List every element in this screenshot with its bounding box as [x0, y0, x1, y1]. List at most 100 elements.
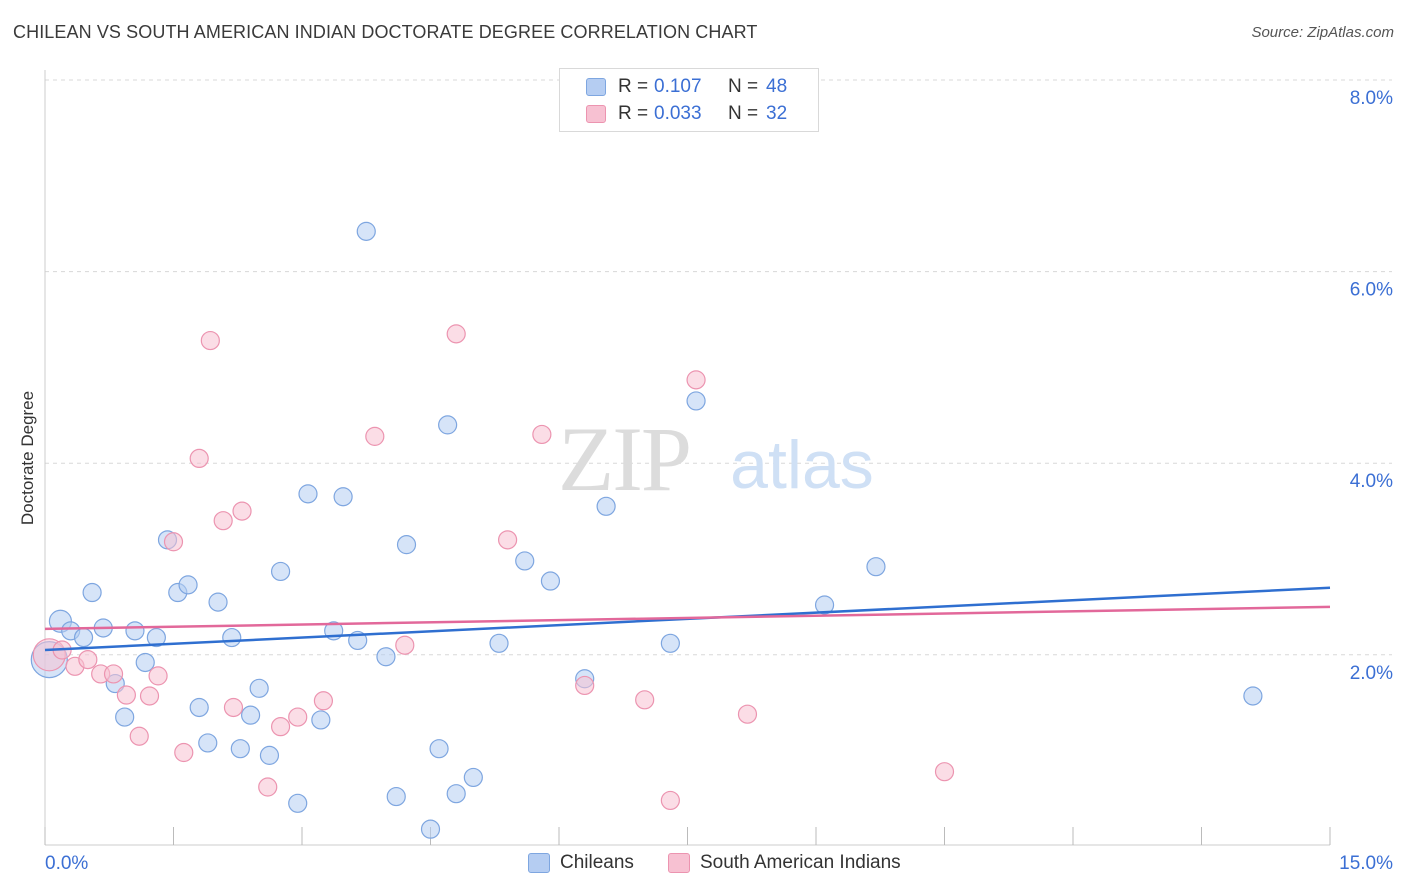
south-american-indians-point: [934, 762, 955, 782]
chileans-point: [249, 678, 269, 698]
south-american-indians-point: [532, 424, 552, 445]
chileans-point: [540, 571, 561, 591]
legend-swatch-blue: [528, 853, 550, 873]
chileans-point: [146, 627, 166, 648]
chileans-point: [178, 575, 198, 595]
chileans-point: [222, 627, 242, 648]
chileans-point: [376, 647, 396, 667]
south-american-indians-point: [313, 691, 334, 711]
south-american-indians-point: [116, 685, 136, 705]
legend-n-label: N =: [728, 103, 759, 124]
chileans-point: [463, 767, 483, 788]
gridlines: [45, 79, 1392, 656]
south-american-indians-point: [129, 726, 149, 746]
chileans-point: [596, 496, 616, 516]
south-american-indians-point: [575, 675, 595, 696]
chileans-point: [814, 595, 835, 615]
chileans-point: [686, 391, 706, 411]
trend-lines: [44, 586, 1331, 652]
chileans-point: [125, 621, 145, 641]
south-american-indians-point: [174, 742, 194, 763]
legend-n-label: N =: [728, 76, 759, 97]
south-american-indians-point: [660, 790, 680, 811]
chileans-point: [386, 786, 406, 807]
legend-label-chileans: Chileans: [560, 852, 634, 873]
chart-title: CHILEAN VS SOUTH AMERICAN INDIAN DOCTORA…: [13, 22, 758, 42]
series-legend: Chileans South American Indians: [0, 852, 1406, 878]
chileans-point: [135, 652, 155, 673]
chileans-point: [660, 633, 680, 653]
chileans-point: [396, 535, 417, 555]
chileans-point: [420, 819, 441, 839]
chileans-point: [259, 745, 280, 765]
x-tick-label-min: 0.0%: [45, 853, 88, 874]
source-label: Source: ZipAtlas.com: [1251, 24, 1394, 41]
chileans-point: [429, 739, 449, 759]
chileans-point: [333, 487, 353, 507]
stats-legend: R = 0.107 N = 48 R = 0.033 N = 32: [559, 68, 819, 132]
legend-label-south-american-indians: South American Indians: [700, 852, 901, 873]
chileans-point: [241, 705, 261, 725]
legend-r-label: R =: [618, 76, 649, 97]
south-american-indians-point: [103, 664, 124, 684]
chileans-point: [438, 415, 458, 435]
south-american-indians-point: [395, 635, 415, 655]
watermark-atlas: atlas: [730, 427, 874, 503]
chileans-point: [489, 633, 509, 653]
legend-r-value: 0.107: [654, 76, 702, 97]
legend-n-value: 32: [766, 103, 788, 124]
south-american-indians-point: [635, 690, 655, 710]
legend-r-label: R =: [618, 103, 649, 124]
chileans-point: [311, 710, 331, 730]
south-american-indians-point: [200, 330, 220, 351]
chileans-point: [288, 793, 308, 813]
south-american-indians-point: [139, 686, 160, 706]
south-american-indians-point: [365, 426, 385, 446]
chileans-point: [356, 221, 376, 241]
chileans-point: [1243, 686, 1263, 706]
chileans-point: [446, 784, 466, 804]
south-american-indians-trend-line: [44, 605, 1331, 631]
tick-labels: 2.0% 4.0% 6.0% 8.0% 0.0% 15.0%: [45, 88, 1393, 874]
chileans-point: [515, 551, 535, 571]
south-american-indians-point: [223, 697, 244, 718]
south-american-indians-point: [148, 666, 168, 686]
legend-swatch-pink: [586, 105, 606, 123]
chileans-point: [866, 557, 886, 577]
watermark-zip: ZIP: [558, 408, 690, 510]
chileans-point: [82, 582, 102, 603]
legend-item-chileans[interactable]: Chileans: [528, 852, 634, 874]
south-american-indians-point: [270, 717, 291, 737]
south-american-indians-point: [737, 704, 758, 724]
y-tick-label: 6.0%: [1350, 280, 1393, 301]
y-tick-label: 2.0%: [1350, 663, 1393, 684]
watermark: ZIP atlas: [558, 408, 874, 510]
x-tick-label-max: 15.0%: [1339, 853, 1393, 874]
chileans-point: [270, 561, 291, 582]
legend-n-value: 48: [766, 76, 788, 97]
chileans-point: [298, 484, 318, 504]
south-american-indians-point: [446, 324, 466, 344]
south-american-indians-point: [498, 530, 518, 550]
data-points: [30, 221, 1263, 839]
y-tick-label: 4.0%: [1350, 471, 1393, 492]
legend-row-chileans: R = 0.107 N = 48: [586, 75, 787, 99]
legend-r-value: 0.033: [654, 103, 702, 124]
chileans-point: [208, 592, 228, 612]
y-tick-label: 8.0%: [1350, 88, 1393, 109]
chileans-point: [198, 733, 218, 753]
south-american-indians-point: [232, 501, 252, 521]
south-american-indians-point: [258, 777, 278, 797]
south-american-indians-point: [163, 532, 184, 552]
legend-swatch-pink: [668, 853, 690, 873]
south-american-indians-point: [288, 707, 308, 727]
south-american-indians-point: [78, 649, 98, 670]
legend-row-south-american-indians: R = 0.033 N = 32: [586, 102, 787, 126]
chileans-point: [115, 707, 135, 727]
south-american-indians-point: [686, 370, 706, 390]
legend-item-south-american-indians[interactable]: South American Indians: [668, 852, 901, 874]
chileans-point: [230, 739, 250, 759]
chileans-point: [73, 627, 94, 648]
legend-swatch-blue: [586, 78, 606, 96]
